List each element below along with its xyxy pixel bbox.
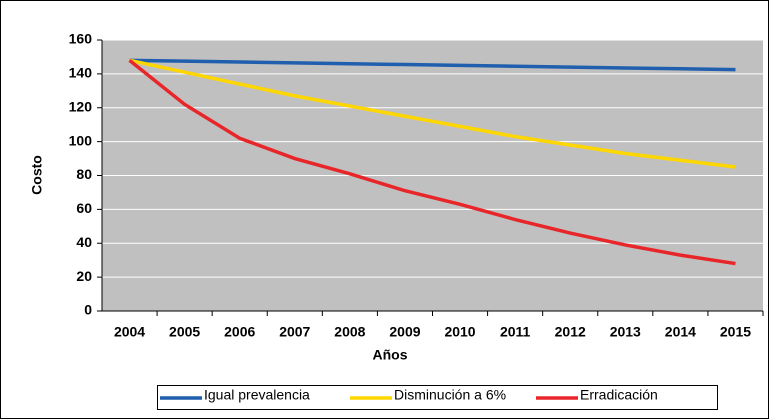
y-axis-label: Costo <box>29 155 45 195</box>
x-tick-label: 2007 <box>279 324 310 340</box>
x-tick-label: 2009 <box>389 324 420 340</box>
series-line <box>128 58 736 266</box>
legend <box>157 385 718 410</box>
y-tick-label: 40 <box>76 234 92 250</box>
y-tick-label: 20 <box>76 268 92 284</box>
series-line <box>129 58 736 169</box>
x-tick-label: 2015 <box>720 324 751 340</box>
y-tick-label: 140 <box>69 65 93 81</box>
x-tick-label: 2011 <box>500 324 531 340</box>
legend-label: Disminución a 6% <box>394 387 506 403</box>
y-tick-label: 120 <box>69 98 93 114</box>
x-tick-label: 2004 <box>114 324 145 340</box>
legend-label: Igual prevalencia <box>204 387 310 403</box>
y-tick-label: 100 <box>69 132 93 148</box>
x-axis-label: Años <box>373 347 408 363</box>
x-tick-label: 2008 <box>334 324 365 340</box>
x-tick-label: 2010 <box>444 324 475 340</box>
x-tick-label: 2012 <box>555 324 586 340</box>
x-tick-label: 2005 <box>169 324 200 340</box>
x-tick-label: 2006 <box>224 324 255 340</box>
y-tick-label: 0 <box>84 302 92 318</box>
y-tick-label: 160 <box>69 31 93 47</box>
series-line <box>129 58 736 72</box>
legend-label: Erradicación <box>580 387 658 403</box>
x-tick-label: 2013 <box>610 324 641 340</box>
y-tick-label: 80 <box>76 166 92 182</box>
x-tick-label: 2014 <box>665 324 696 340</box>
y-tick-label: 60 <box>76 200 92 216</box>
